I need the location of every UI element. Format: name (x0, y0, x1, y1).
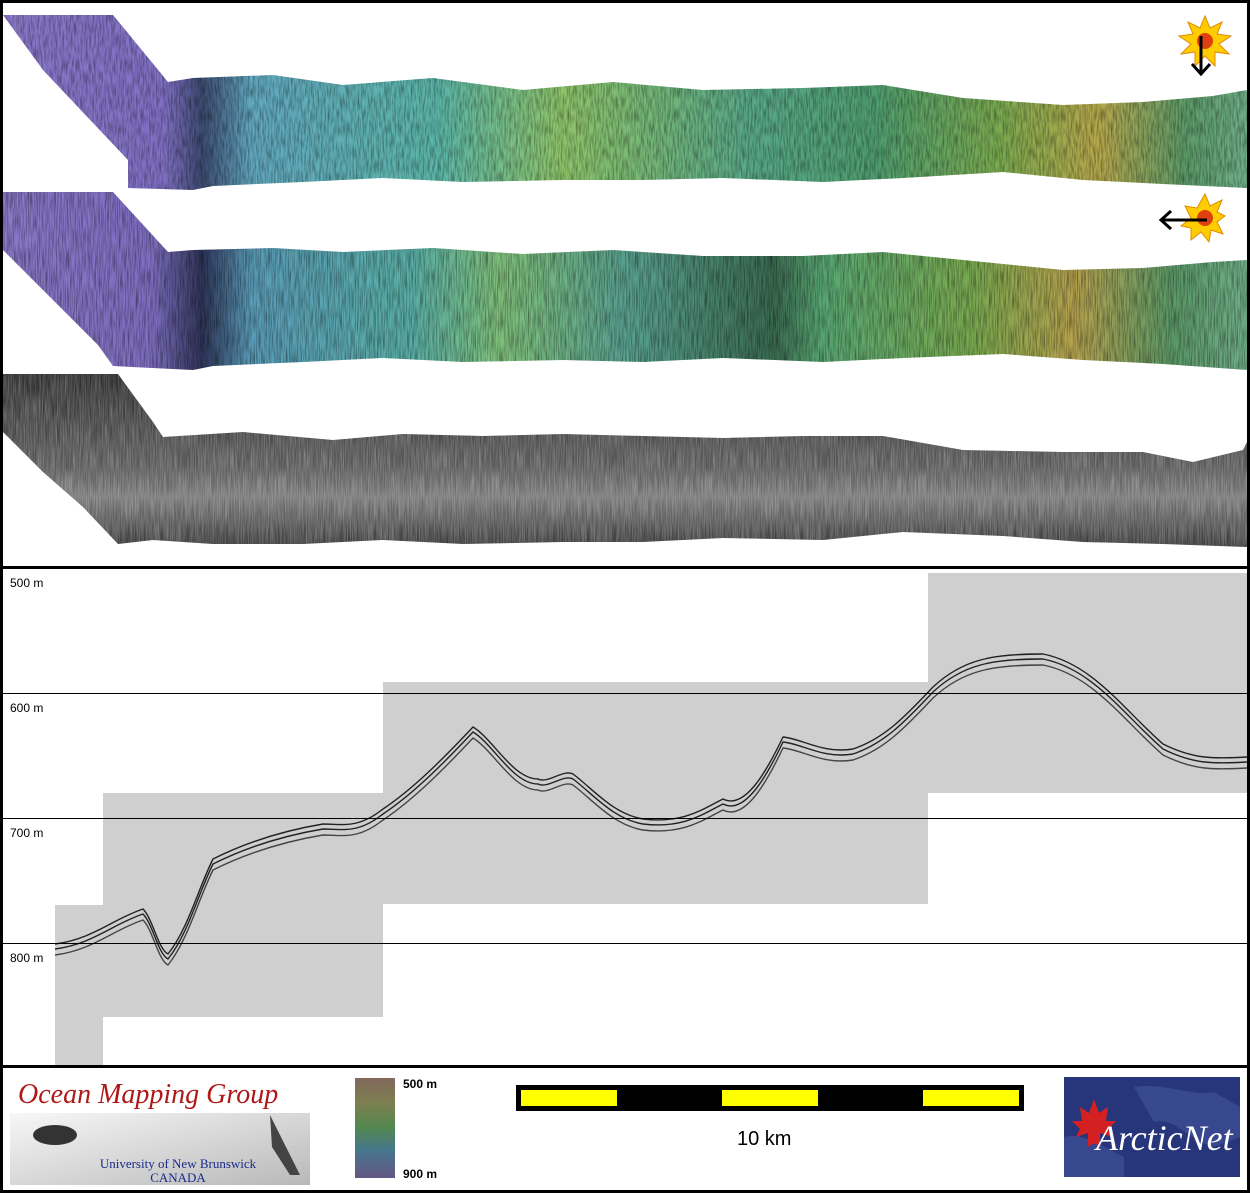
omg-subtitle-line1: University of New Brunswick (99, 1156, 257, 1171)
sun-illumination-east-icon (1155, 192, 1227, 244)
omg-subtitle-line2: CANADA (150, 1170, 206, 1185)
scale-bar-segment (722, 1090, 818, 1106)
depth-gridline-800 (3, 943, 1247, 944)
bathymetry-strip-north-lit (3, 10, 1247, 190)
sun-illumination-north-icon (1175, 14, 1235, 82)
subbottom-profile-image (3, 569, 1247, 1065)
colorbar-top-label: 500 m (403, 1077, 438, 1091)
depth-colorbar (355, 1078, 395, 1178)
depth-label-600: 600 m (10, 701, 44, 715)
depth-gridline-700 (3, 818, 1247, 819)
scale-bar (516, 1085, 1024, 1111)
omg-title: Ocean Mapping Group (18, 1079, 279, 1110)
depth-label-700: 700 m (10, 826, 44, 840)
omg-subtitle: University of New Brunswick CANADA (78, 1157, 278, 1185)
depth-gridline-600 (3, 693, 1247, 694)
backscatter-strip (3, 372, 1247, 550)
arcticnet-text: ArcticNet (1096, 1118, 1233, 1158)
depth-label-500: 500 m (10, 576, 44, 590)
scale-bar-label: 10 km (737, 1128, 792, 1150)
scale-bar-segment (521, 1090, 617, 1106)
depth-label-800: 800 m (10, 951, 44, 965)
arcticnet-logo: ArcticNet (1064, 1077, 1240, 1177)
ocean-mapping-group-logo: Ocean Mapping Group University of New Br… (10, 1075, 310, 1185)
colorbar-bottom-label: 900 m (403, 1167, 438, 1181)
scale-bar-segment (923, 1090, 1019, 1106)
bathymetry-strip-east-lit (3, 190, 1247, 372)
